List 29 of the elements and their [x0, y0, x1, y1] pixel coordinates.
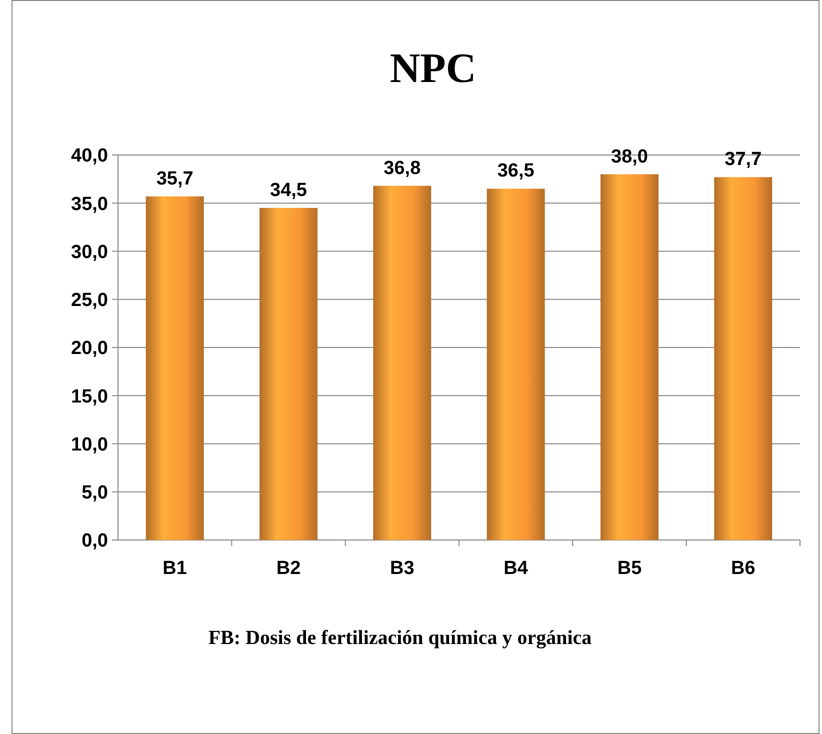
data-label: 35,7 [156, 168, 194, 190]
y-tick-label: 35,0 [71, 194, 108, 215]
y-tick-label: 0,0 [82, 530, 108, 552]
bar [146, 196, 204, 540]
chart-title: NPC [390, 46, 476, 92]
x-tick-label: B5 [617, 558, 642, 579]
x-tick-label: B6 [731, 558, 756, 579]
data-label: 34,5 [270, 180, 308, 201]
y-tick-label: 10,0 [71, 434, 108, 456]
x-axis-title: FB: Dosis de fertilización química y orgánica [208, 627, 592, 649]
x-tick-label: B3 [390, 558, 414, 579]
bar [714, 177, 772, 540]
data-label: 36,5 [497, 160, 535, 182]
y-tick-label: 25,0 [71, 290, 108, 312]
x-tick-label: B4 [504, 558, 528, 579]
data-label: 38,0 [611, 146, 648, 168]
x-tick-label: B1 [162, 558, 188, 579]
y-tick-label: 30,0 [71, 242, 108, 263]
data-label: 36,8 [384, 158, 421, 179]
bar [373, 186, 432, 540]
bar [486, 188, 545, 540]
bar [600, 174, 658, 540]
y-tick-label: 40,0 [71, 146, 108, 167]
bar [260, 208, 318, 540]
x-tick-label: B2 [276, 558, 301, 579]
y-tick-label: 15,0 [71, 386, 108, 408]
y-tick-label: 20,0 [71, 338, 108, 360]
y-tick-label: 5,0 [82, 482, 108, 504]
data-label: 37,7 [724, 149, 762, 170]
